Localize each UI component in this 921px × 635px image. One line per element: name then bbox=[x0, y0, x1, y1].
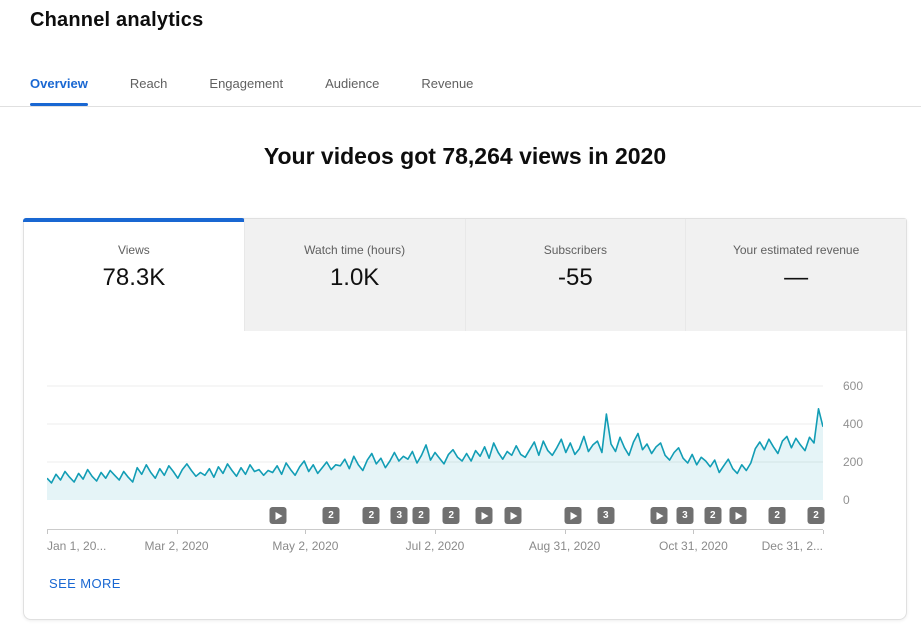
metric-label: Your estimated revenue bbox=[732, 243, 860, 257]
x-tick-label: Jul 2, 2020 bbox=[405, 539, 465, 553]
tabs-divider bbox=[0, 106, 921, 107]
y-tick-label: 200 bbox=[843, 455, 864, 469]
video-published-count-badge[interactable]: 3 bbox=[597, 507, 615, 524]
tab-overview[interactable]: Overview bbox=[30, 70, 88, 107]
video-published-count-badge[interactable]: 3 bbox=[390, 507, 408, 524]
chart-area-fill bbox=[47, 408, 823, 500]
x-tick-mark bbox=[47, 530, 48, 534]
video-published-count-badge[interactable]: 2 bbox=[442, 507, 460, 524]
x-tick-mark bbox=[693, 530, 695, 534]
video-published-play-icon[interactable] bbox=[504, 507, 522, 524]
metric-label: Views bbox=[117, 243, 150, 257]
video-published-count-badge[interactable]: 2 bbox=[768, 507, 786, 524]
video-published-count-badge[interactable]: 2 bbox=[807, 507, 825, 524]
play-icon bbox=[275, 511, 283, 520]
play-icon bbox=[570, 511, 578, 520]
play-icon bbox=[735, 511, 743, 520]
chart-line bbox=[47, 407, 823, 484]
video-published-play-icon[interactable] bbox=[729, 507, 747, 524]
headline: Your videos got 78,264 views in 2020 bbox=[263, 143, 667, 169]
video-published-count-badge[interactable]: 3 bbox=[676, 507, 694, 524]
metric-card-views[interactable]: Views 78.3K bbox=[23, 218, 245, 331]
analytics-summary-card: Views 78.3K Watch time (hours) 1.0K Subscrib… bbox=[23, 218, 907, 620]
play-icon bbox=[510, 511, 518, 520]
video-published-play-icon[interactable] bbox=[269, 507, 287, 524]
x-tick-label: Aug 31, 2020 bbox=[528, 539, 601, 553]
see-more-link[interactable]: SEE MORE bbox=[49, 576, 121, 591]
x-axis-line bbox=[47, 529, 823, 530]
x-tick-label: Oct 31, 2020 bbox=[659, 539, 728, 553]
play-icon bbox=[656, 511, 664, 520]
x-tick-mark bbox=[176, 530, 178, 534]
tab-audience[interactable]: Audience bbox=[325, 76, 380, 91]
play-icon bbox=[481, 511, 489, 520]
tab-reach[interactable]: Reach bbox=[129, 76, 168, 91]
x-tick-label: May 2, 2020 bbox=[272, 539, 339, 553]
video-published-count-badge[interactable]: 2 bbox=[704, 507, 722, 524]
video-published-play-icon[interactable] bbox=[564, 507, 582, 524]
analytics-tab-bar: Overview Reach Engagement Audience Revenue bbox=[30, 70, 473, 107]
x-tick-label: Jan 1, 20... bbox=[47, 539, 107, 553]
tab-engagement[interactable]: Engagement bbox=[209, 76, 284, 91]
x-tick-mark bbox=[305, 530, 307, 534]
video-published-play-icon[interactable] bbox=[650, 507, 668, 524]
y-tick-label: 0 bbox=[843, 493, 850, 507]
metric-value: 78.3K bbox=[102, 264, 166, 291]
metric-value: -55 bbox=[558, 264, 593, 291]
video-published-play-icon[interactable] bbox=[475, 507, 493, 524]
metric-label: Watch time (hours) bbox=[304, 243, 406, 257]
x-tick-mark bbox=[435, 530, 436, 534]
metric-label: Subscribers bbox=[543, 243, 608, 257]
tab-revenue[interactable]: Revenue bbox=[421, 76, 474, 91]
x-tick-mark bbox=[823, 530, 824, 534]
line-chart-plot bbox=[47, 385, 823, 500]
metric-value: — bbox=[784, 264, 809, 291]
metric-card-watch-time-hours[interactable]: Watch time (hours) 1.0K bbox=[243, 219, 465, 331]
y-tick-label: 600 bbox=[843, 379, 864, 393]
video-published-count-badge[interactable]: 2 bbox=[412, 507, 430, 524]
x-tick-label: Mar 2, 2020 bbox=[144, 539, 209, 553]
metric-value: 1.0K bbox=[329, 264, 380, 291]
metrics-row: Views 78.3K Watch time (hours) 1.0K Subscrib… bbox=[23, 218, 906, 331]
metric-card-your-estimated-revenue[interactable]: Your estimated revenue — bbox=[685, 219, 906, 331]
video-published-count-badge[interactable]: 2 bbox=[322, 507, 340, 524]
y-tick-label: 400 bbox=[843, 417, 864, 431]
x-tick-mark bbox=[564, 530, 566, 534]
x-tick-label: Dec 31, 2... bbox=[761, 539, 823, 553]
metric-card-subscribers[interactable]: Subscribers -55 bbox=[464, 219, 686, 331]
page-title: Channel analytics bbox=[30, 9, 204, 31]
video-published-count-badge[interactable]: 2 bbox=[362, 507, 380, 524]
